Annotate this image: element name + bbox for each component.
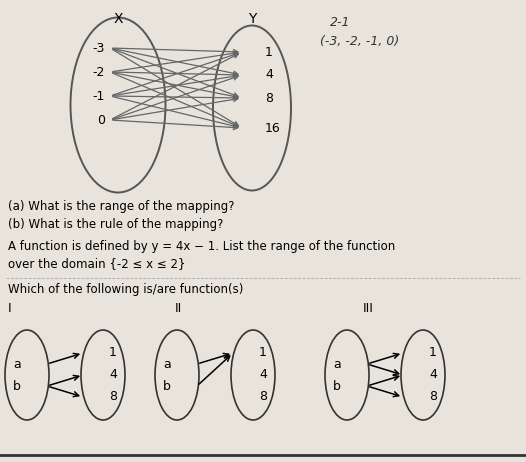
Text: (b) What is the rule of the mapping?: (b) What is the rule of the mapping? [8,218,224,231]
Text: b: b [163,379,171,393]
Text: 2-1: 2-1 [330,16,350,29]
Text: 16: 16 [265,122,281,134]
Text: (a) What is the range of the mapping?: (a) What is the range of the mapping? [8,200,235,213]
Text: 4: 4 [429,369,437,382]
Text: 4: 4 [259,369,267,382]
Text: 0: 0 [97,114,105,127]
Text: II: II [175,302,181,315]
Text: -3: -3 [93,42,105,55]
Text: A function is defined by y = 4x − 1. List the range of the function: A function is defined by y = 4x − 1. Lis… [8,240,395,253]
Text: 1: 1 [109,346,117,359]
Text: a: a [13,358,21,371]
Text: 8: 8 [429,390,437,403]
Text: 4: 4 [109,369,117,382]
Text: X: X [113,12,123,26]
Text: Y: Y [248,12,256,26]
Text: III: III [362,302,373,315]
Text: 1: 1 [265,45,273,59]
Text: (-3, -2, -1, 0): (-3, -2, -1, 0) [320,36,399,49]
Text: 1: 1 [259,346,267,359]
Text: b: b [13,379,21,393]
Text: -1: -1 [93,90,105,103]
Text: Which of the following is/are function(s): Which of the following is/are function(s… [8,283,244,296]
Text: I: I [8,302,12,315]
Text: over the domain {-2 ≤ x ≤ 2}: over the domain {-2 ≤ x ≤ 2} [8,257,186,270]
Text: 8: 8 [265,91,273,104]
Text: b: b [333,379,341,393]
Text: a: a [333,358,341,371]
Text: a: a [163,358,171,371]
Text: 4: 4 [265,68,273,81]
Text: -2: -2 [93,66,105,79]
Text: 1: 1 [429,346,437,359]
Text: 8: 8 [109,390,117,403]
Text: 8: 8 [259,390,267,403]
